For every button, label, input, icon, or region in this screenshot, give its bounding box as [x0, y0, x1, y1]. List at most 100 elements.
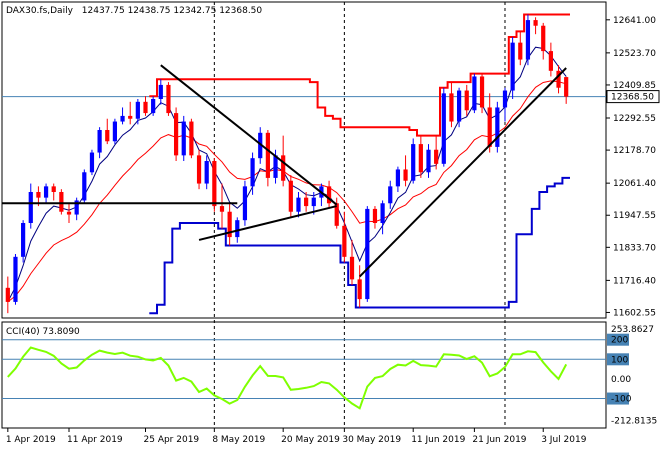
- candle: [556, 65, 561, 94]
- candle: [135, 99, 140, 125]
- candle: [181, 115, 186, 161]
- candle-body: [258, 132, 263, 159]
- candle-body: [388, 186, 393, 204]
- candle-body: [204, 161, 209, 184]
- trendlines: [2, 64, 567, 278]
- candle-body: [273, 155, 278, 178]
- channel-lower-line: [149, 176, 570, 315]
- x-tick-label: 8 May 2019: [212, 435, 265, 445]
- y-tick-label: 12523.70: [613, 49, 656, 59]
- candle: [204, 155, 209, 190]
- candle-body: [281, 155, 286, 181]
- candle-body: [36, 192, 41, 198]
- candle: [510, 37, 515, 99]
- downtrend-line: [160, 64, 338, 206]
- candle: [219, 183, 225, 229]
- candle: [426, 144, 431, 178]
- candle-body: [510, 42, 515, 91]
- chart-title: DAX30.fs,Daily 12437.75 12438.75 12342.7…: [6, 6, 262, 16]
- candle-body: [304, 197, 309, 207]
- y-tick-label: 11833.70: [613, 243, 656, 253]
- candle: [82, 169, 87, 204]
- candle-body: [66, 211, 72, 215]
- candle-body: [250, 158, 255, 187]
- candle-body: [135, 101, 140, 119]
- candle-body: [82, 172, 87, 201]
- ma-slow-line: [7, 80, 567, 303]
- candle: [304, 192, 309, 212]
- price-y-axis: 12641.00 12523.70 12409.85 12292.55 12178.70…: [606, 16, 660, 318]
- candle: [502, 87, 508, 122]
- candle: [105, 118, 110, 145]
- cci-line: [7, 346, 568, 410]
- candle: [487, 93, 492, 153]
- candle-body: [5, 287, 10, 302]
- candle-body: [112, 121, 118, 142]
- candle-body: [372, 208, 378, 223]
- candle: [441, 87, 446, 167]
- candle-body: [487, 107, 492, 147]
- candle-body: [556, 70, 561, 88]
- candle: [342, 211, 347, 263]
- y-tick-label: 11947.55: [613, 211, 656, 221]
- y-tick-label: 12292.55: [613, 114, 656, 124]
- candle-body: [533, 20, 538, 26]
- cci-tick-label: 0.00: [611, 375, 631, 385]
- candle: [143, 96, 148, 116]
- candle: [151, 96, 156, 116]
- candle-body: [128, 115, 133, 119]
- candle: [112, 118, 118, 145]
- candle: [395, 166, 401, 192]
- candle-body: [426, 149, 431, 173]
- candle: [564, 76, 569, 104]
- candle-body: [479, 76, 485, 108]
- candle-body: [227, 211, 232, 238]
- candle: [548, 42, 553, 77]
- candle-body: [518, 42, 523, 60]
- cci-tick-label: 253.8627: [611, 325, 654, 335]
- cci-tick-label: -100: [611, 395, 632, 405]
- candle-body: [456, 90, 462, 122]
- candle-body: [74, 200, 79, 215]
- candle: [89, 149, 95, 176]
- candle-body: [242, 186, 248, 221]
- candle-body: [120, 115, 125, 122]
- candle-body: [449, 93, 454, 122]
- candle-body: [151, 99, 156, 114]
- candle: [128, 101, 133, 125]
- candle-body: [288, 180, 293, 212]
- candle-body: [235, 220, 240, 238]
- candle: [411, 138, 416, 184]
- candle-body: [43, 186, 49, 198]
- candle: [472, 73, 477, 114]
- candle-body: [349, 256, 355, 280]
- candle: [541, 22, 546, 60]
- rising-wedge-line: [198, 205, 337, 241]
- candle: [326, 180, 332, 209]
- candle: [464, 84, 469, 116]
- x-tick-label: 20 May 2019: [281, 435, 340, 445]
- cci-level-tag: [607, 392, 629, 405]
- candle-body: [548, 51, 553, 71]
- candle-body: [181, 121, 186, 156]
- uptrend-line: [358, 67, 567, 278]
- ohlc-header: 12437.75 12438.75 12342.75 12368.50: [82, 6, 263, 16]
- candle: [418, 135, 423, 178]
- candle: [196, 149, 202, 190]
- candle: [43, 183, 49, 204]
- candle: [166, 82, 171, 116]
- candle: [479, 73, 485, 114]
- candle-body: [502, 90, 508, 108]
- candle-body: [105, 130, 110, 142]
- x-tick-label: 25 Apr 2019: [144, 435, 200, 445]
- candle: [296, 192, 301, 218]
- y-tick-label: 11602.55: [613, 308, 656, 318]
- candle: [66, 203, 72, 223]
- candle: [434, 135, 439, 170]
- candle-body: [212, 161, 217, 207]
- cci-panel-frame: [1, 321, 607, 429]
- candle: [74, 197, 79, 221]
- candle: [250, 152, 255, 195]
- candle: [388, 180, 393, 209]
